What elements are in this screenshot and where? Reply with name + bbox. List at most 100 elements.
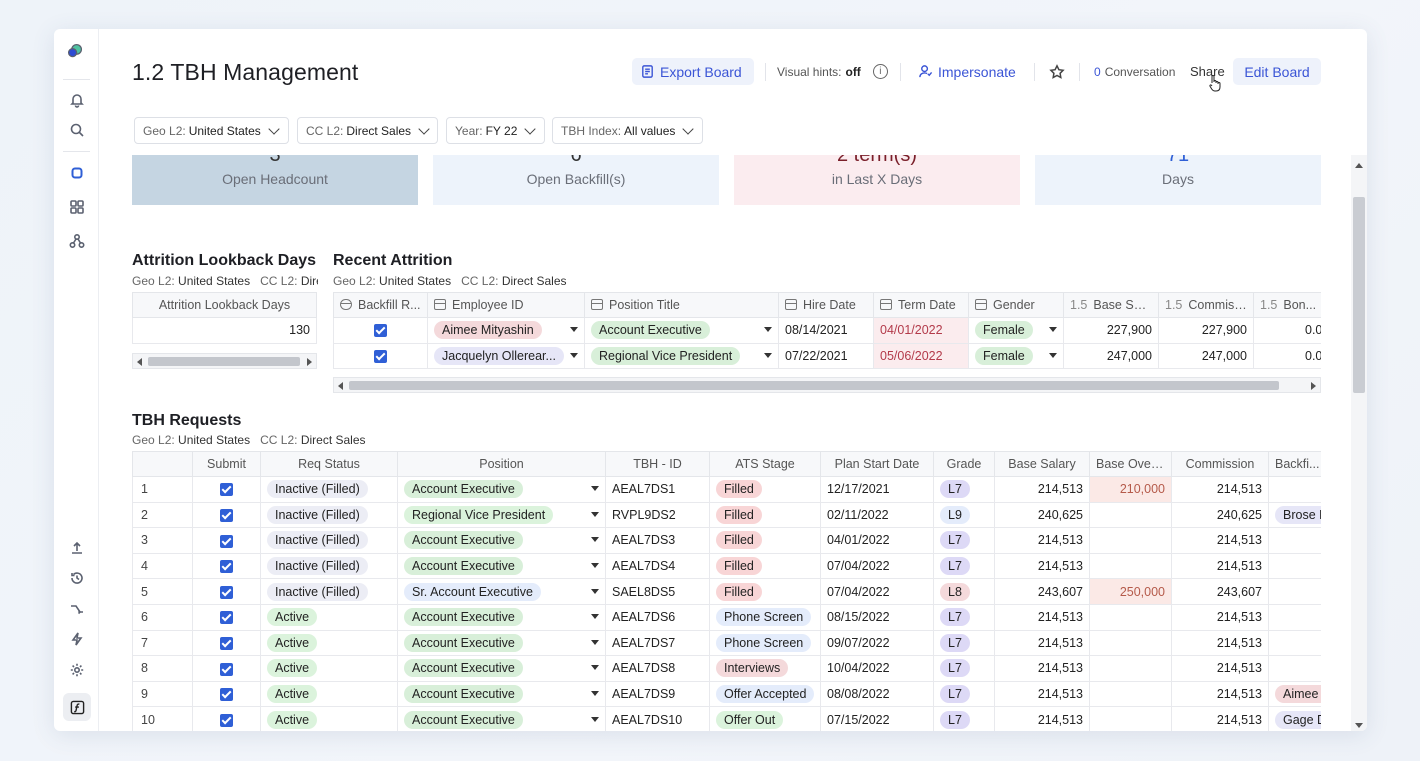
ats-stage-cell[interactable]: Filled [709, 501, 821, 529]
ats-stage-cell[interactable]: Filled [709, 527, 821, 554]
commission-cell[interactable]: 214,513 [1171, 629, 1269, 657]
submit-checkbox[interactable] [192, 527, 261, 554]
search-icon[interactable] [66, 119, 87, 140]
ats-stage-cell[interactable]: Filled [709, 552, 821, 580]
scroll-right-icon[interactable] [307, 358, 312, 366]
dropdown-caret-icon[interactable] [1049, 327, 1057, 333]
backfill-cell[interactable]: Gage D [1268, 706, 1321, 731]
scrollbar-thumb[interactable] [349, 381, 1279, 390]
req-status-cell[interactable]: Inactive (Filled) [260, 527, 398, 554]
position-cell[interactable]: Account Executive [397, 552, 606, 580]
req-status-cell[interactable]: Inactive (Filled) [260, 578, 398, 605]
backfill-cell[interactable] [1268, 552, 1321, 580]
base-salary-cell[interactable]: 247,000 [1063, 342, 1159, 369]
backfill-cell[interactable] [1268, 476, 1321, 503]
position-cell[interactable]: Account Executive [584, 317, 779, 344]
grade-cell[interactable]: L7 [933, 629, 995, 657]
position-cell[interactable]: Account Executive [397, 527, 606, 554]
grade-cell[interactable]: L7 [933, 706, 995, 731]
backfill-checkbox[interactable] [333, 317, 428, 344]
gear-icon[interactable] [66, 659, 87, 680]
commission-cell[interactable]: 214,513 [1171, 706, 1269, 731]
req-status-cell[interactable]: Active [260, 629, 398, 657]
history-icon[interactable] [66, 567, 87, 588]
req-status-cell[interactable]: Active [260, 706, 398, 731]
position-cell[interactable]: Account Executive [397, 603, 606, 631]
term-date-cell[interactable]: 04/01/2022 [873, 317, 969, 344]
tbh-id-cell[interactable]: SAEL8DS5 [605, 578, 710, 605]
base-salary-cell[interactable]: 214,513 [994, 680, 1090, 708]
column-header[interactable]: 1.5 Base Sal... [1063, 292, 1159, 318]
upload-icon[interactable] [66, 537, 87, 558]
ats-stage-cell[interactable]: Offer Out [709, 706, 821, 731]
hierarchy-icon[interactable] [66, 230, 87, 251]
bonus-cell[interactable]: 0.0 [1253, 342, 1321, 369]
scrollbar-thumb[interactable] [148, 357, 300, 366]
backfill-cell[interactable] [1268, 527, 1321, 554]
horizontal-scrollbar[interactable] [333, 377, 1321, 393]
position-cell[interactable]: Sr. Account Executive [397, 578, 606, 605]
plan-start-date-cell[interactable]: 07/04/2022 [820, 552, 934, 580]
share-button[interactable]: Share [1190, 64, 1225, 79]
impersonate-button[interactable]: Impersonate [918, 58, 1016, 85]
column-header[interactable]: 1.5 Commiss... [1158, 292, 1254, 318]
commission-cell[interactable]: 214,513 [1171, 527, 1269, 554]
dropdown-caret-icon[interactable] [591, 639, 599, 645]
ats-stage-cell[interactable]: Interviews [709, 655, 821, 682]
base-salary-cell[interactable]: 214,513 [994, 629, 1090, 657]
lookback-value[interactable]: 130 [132, 317, 317, 344]
dropdown-caret-icon[interactable] [764, 327, 772, 333]
column-header[interactable]: Hire Date [778, 292, 874, 318]
req-status-cell[interactable]: Active [260, 655, 398, 682]
commission-cell[interactable]: 214,513 [1171, 552, 1269, 580]
ats-stage-cell[interactable]: Filled [709, 578, 821, 605]
position-cell[interactable]: Account Executive [397, 629, 606, 657]
base-salary-cell[interactable]: 214,513 [994, 655, 1090, 682]
plan-start-date-cell[interactable]: 04/01/2022 [820, 527, 934, 554]
base-override-cell[interactable] [1089, 603, 1172, 631]
column-header[interactable]: Base Override [1089, 451, 1172, 477]
base-override-cell[interactable] [1089, 527, 1172, 554]
column-header[interactable]: Plan Start Date [820, 451, 934, 477]
submit-checkbox[interactable] [192, 552, 261, 580]
column-header[interactable]: Gender [968, 292, 1064, 318]
bell-icon[interactable] [66, 89, 87, 110]
base-salary-cell[interactable]: 240,625 [994, 501, 1090, 529]
favorite-button[interactable] [1049, 58, 1065, 85]
tbh-id-cell[interactable]: AEAL7DS8 [605, 655, 710, 682]
tbh-id-cell[interactable]: AEAL7DS10 [605, 706, 710, 731]
column-header[interactable]: Employee ID [427, 292, 585, 318]
column-header[interactable] [132, 451, 193, 477]
submit-checkbox[interactable] [192, 706, 261, 731]
column-header[interactable]: TBH - ID [605, 451, 710, 477]
commission-cell[interactable]: 214,513 [1171, 603, 1269, 631]
grade-cell[interactable]: L7 [933, 476, 995, 503]
backfill-cell[interactable] [1268, 629, 1321, 657]
position-cell[interactable]: Account Executive [397, 706, 606, 731]
base-salary-cell[interactable]: 214,513 [994, 476, 1090, 503]
ats-stage-cell[interactable]: Filled [709, 476, 821, 503]
backfill-cell[interactable] [1268, 655, 1321, 682]
info-icon[interactable]: i [872, 64, 888, 79]
plan-start-date-cell[interactable]: 10/04/2022 [820, 655, 934, 682]
bonus-cell[interactable]: 0.0 [1253, 317, 1321, 344]
column-header[interactable]: Backfi... [1268, 451, 1321, 477]
commission-cell[interactable]: 214,513 [1171, 680, 1269, 708]
filter-year[interactable]: Year: FY 22 [446, 117, 545, 144]
backfill-cell[interactable] [1268, 603, 1321, 631]
base-override-cell[interactable] [1089, 552, 1172, 580]
dropdown-caret-icon[interactable] [591, 588, 599, 594]
position-cell[interactable]: Regional Vice President [397, 501, 606, 529]
gender-cell[interactable]: Female [968, 342, 1064, 369]
filter-tbh-index[interactable]: TBH Index: All values [552, 117, 703, 144]
column-header[interactable]: 1.5 Bon... [1253, 292, 1321, 318]
plan-start-date-cell[interactable]: 07/15/2022 [820, 706, 934, 731]
column-header[interactable]: Req Status [260, 451, 398, 477]
column-header[interactable]: Submit [192, 451, 261, 477]
base-salary-cell[interactable]: 227,900 [1063, 317, 1159, 344]
plan-start-date-cell[interactable]: 02/11/2022 [820, 501, 934, 529]
backfill-cell[interactable]: Brose L [1268, 501, 1321, 529]
req-status-cell[interactable]: Inactive (Filled) [260, 476, 398, 503]
submit-checkbox[interactable] [192, 655, 261, 682]
commission-cell[interactable]: 243,607 [1171, 578, 1269, 605]
